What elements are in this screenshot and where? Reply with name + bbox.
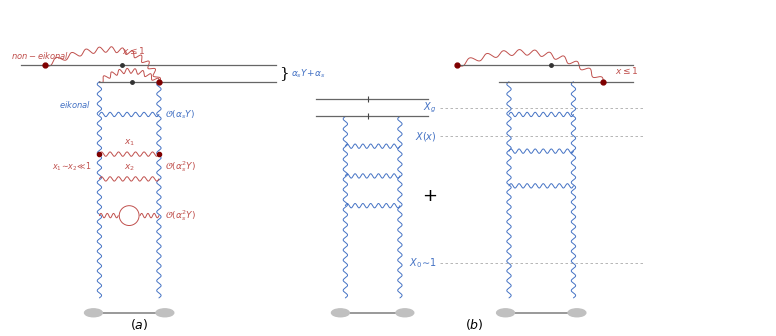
Text: $x_1\!\sim\!x_2\!\ll\!1$: $x_1\!\sim\!x_2\!\ll\!1$ <box>52 160 92 173</box>
Text: $x_2$: $x_2$ <box>123 163 135 173</box>
Text: $+$: $+$ <box>422 187 437 205</box>
Text: $X(x)$: $X(x)$ <box>415 130 437 143</box>
Text: $(a)$: $(a)$ <box>130 317 148 332</box>
Text: $X_g$: $X_g$ <box>424 100 437 115</box>
Ellipse shape <box>85 309 102 317</box>
Ellipse shape <box>568 309 586 317</box>
Text: $x\leq 1$: $x\leq 1$ <box>123 45 146 56</box>
Text: $x\leq 1$: $x\leq 1$ <box>615 65 639 76</box>
Text: $x_1$: $x_1$ <box>123 138 135 148</box>
Text: $(b)$: $(b)$ <box>465 317 483 332</box>
Text: $\mathcal{O}(\alpha_s^2 Y)$: $\mathcal{O}(\alpha_s^2 Y)$ <box>165 159 196 174</box>
Text: $non-eikonal$: $non-eikonal$ <box>11 50 69 61</box>
Text: }: } <box>279 66 289 80</box>
Ellipse shape <box>156 309 174 317</box>
Text: $\mathcal{O}(\alpha_s Y)$: $\mathcal{O}(\alpha_s Y)$ <box>165 108 195 121</box>
Text: $\mathcal{O}(\alpha_s^2 Y)$: $\mathcal{O}(\alpha_s^2 Y)$ <box>165 208 196 223</box>
Ellipse shape <box>331 309 349 317</box>
Text: $X_0\!\sim\!1$: $X_0\!\sim\!1$ <box>409 256 437 270</box>
Text: $eikonal$: $eikonal$ <box>59 99 92 111</box>
Ellipse shape <box>497 309 514 317</box>
Text: $\alpha_s Y\!+\!\alpha_s$: $\alpha_s Y\!+\!\alpha_s$ <box>291 67 325 80</box>
Ellipse shape <box>396 309 414 317</box>
